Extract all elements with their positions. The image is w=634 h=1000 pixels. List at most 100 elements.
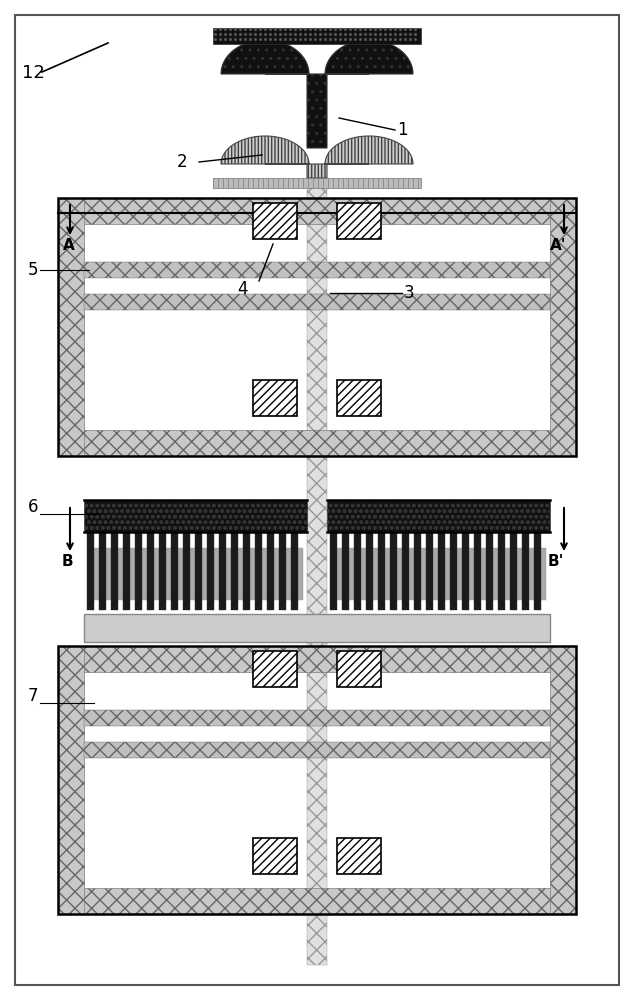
Bar — [450, 532, 457, 610]
Bar — [354, 532, 361, 610]
Bar — [84, 262, 550, 278]
Text: 2: 2 — [177, 153, 188, 171]
Bar — [123, 532, 130, 610]
Bar — [408, 548, 414, 600]
Bar — [337, 203, 381, 239]
Bar — [550, 198, 576, 456]
Bar — [438, 532, 445, 610]
Bar — [528, 548, 534, 600]
Text: 5: 5 — [28, 261, 39, 279]
Bar — [195, 532, 202, 610]
Bar — [342, 532, 349, 610]
Bar — [207, 532, 214, 610]
Bar — [225, 548, 231, 600]
Bar — [297, 548, 303, 600]
Bar — [285, 548, 291, 600]
Bar — [213, 178, 421, 188]
Bar — [550, 646, 576, 914]
Bar — [153, 548, 159, 600]
Bar — [279, 532, 286, 610]
Text: A': A' — [550, 238, 567, 253]
Bar — [165, 548, 171, 600]
Bar — [237, 548, 243, 600]
Bar — [253, 651, 297, 687]
Bar — [105, 548, 111, 600]
Bar — [327, 500, 550, 532]
Bar — [492, 548, 498, 600]
Bar — [58, 198, 576, 224]
Bar — [201, 548, 207, 600]
Bar — [213, 28, 421, 44]
Bar — [378, 532, 385, 610]
Bar — [384, 548, 390, 600]
Bar — [462, 532, 469, 610]
Bar — [510, 532, 517, 610]
Bar — [432, 548, 438, 600]
Bar — [129, 548, 135, 600]
Bar — [456, 548, 462, 600]
Bar — [249, 548, 255, 600]
Bar — [534, 532, 541, 610]
Bar — [420, 548, 426, 600]
Text: 6: 6 — [28, 498, 39, 516]
Bar — [58, 198, 84, 456]
Polygon shape — [221, 136, 413, 178]
Bar — [474, 532, 481, 610]
Bar — [253, 203, 297, 239]
Bar — [360, 548, 366, 600]
Bar — [189, 548, 195, 600]
Bar — [480, 548, 486, 600]
Bar — [84, 742, 550, 758]
Bar — [307, 178, 327, 965]
Bar — [522, 532, 529, 610]
Bar — [99, 532, 106, 610]
Bar — [516, 548, 522, 600]
Bar — [267, 532, 274, 610]
Bar — [58, 646, 84, 914]
Bar — [84, 294, 550, 310]
Bar — [261, 548, 267, 600]
Text: 4: 4 — [237, 280, 247, 298]
Text: 12: 12 — [22, 64, 45, 82]
Bar — [253, 380, 297, 416]
Text: 3: 3 — [404, 284, 415, 302]
Bar — [468, 548, 474, 600]
Bar — [159, 532, 166, 610]
Text: B: B — [62, 554, 74, 569]
Bar — [337, 651, 381, 687]
Bar — [87, 532, 94, 610]
Bar — [177, 548, 183, 600]
Bar — [58, 646, 576, 672]
Bar — [444, 548, 450, 600]
Bar — [84, 500, 307, 532]
Bar — [231, 532, 238, 610]
Bar — [135, 532, 142, 610]
Bar — [255, 532, 262, 610]
Bar — [171, 532, 178, 610]
Text: 1: 1 — [397, 121, 408, 139]
Text: A: A — [63, 238, 75, 253]
Bar — [253, 838, 297, 874]
Bar — [498, 532, 505, 610]
Bar — [273, 548, 279, 600]
Polygon shape — [221, 40, 413, 148]
Bar — [504, 548, 510, 600]
Bar — [141, 548, 147, 600]
Bar — [58, 198, 576, 456]
Bar — [390, 532, 397, 610]
Bar — [84, 710, 550, 726]
Bar — [117, 548, 123, 600]
Bar — [147, 532, 154, 610]
Bar — [540, 548, 546, 600]
Bar — [402, 532, 409, 610]
Bar — [396, 548, 402, 600]
Bar — [84, 614, 550, 642]
Text: B': B' — [548, 554, 564, 569]
Bar — [426, 532, 433, 610]
Bar — [348, 548, 354, 600]
Bar — [414, 532, 421, 610]
Bar — [183, 532, 190, 610]
Bar — [243, 532, 250, 610]
Bar — [111, 532, 118, 610]
Bar — [372, 548, 378, 600]
